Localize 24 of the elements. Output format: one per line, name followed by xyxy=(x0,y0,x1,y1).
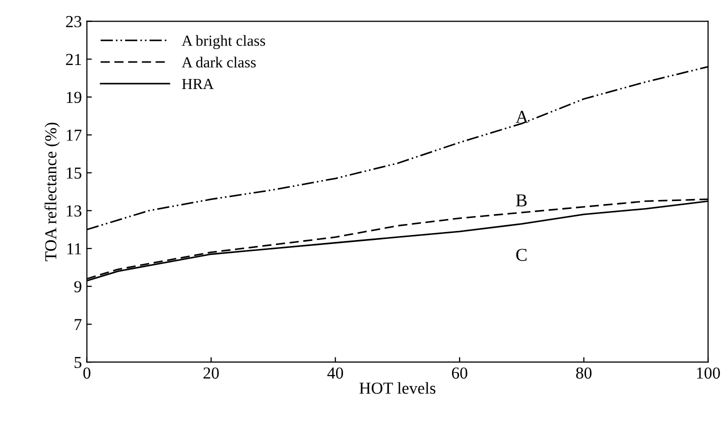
annotation: C xyxy=(516,248,527,261)
y-axis-title: TOA reflectance (%) xyxy=(44,122,60,262)
annotation: B xyxy=(516,194,527,206)
x-tick-label: 20 xyxy=(204,367,219,379)
x-tick-label: 0 xyxy=(83,367,90,379)
y-tick-label: 23 xyxy=(66,16,82,28)
x-tick-label: 80 xyxy=(576,367,592,379)
x-axis-title: HOT levels xyxy=(359,382,436,394)
y-tick-label: 13 xyxy=(66,205,82,217)
y-tick-label: 17 xyxy=(66,130,82,141)
y-tick-label: 5 xyxy=(74,356,82,368)
y-tick-label: 15 xyxy=(66,168,82,179)
y-tick-label: 19 xyxy=(66,92,82,103)
x-tick-label: 100 xyxy=(697,367,720,379)
x-tick-label: 60 xyxy=(452,367,468,379)
legend-label: A dark class xyxy=(182,56,256,68)
x-tick-label: 40 xyxy=(327,367,344,379)
y-tick-label: 21 xyxy=(66,54,82,65)
y-tick-label: 7 xyxy=(74,319,82,330)
annotation: A xyxy=(516,110,528,123)
legend-label: HRA xyxy=(182,78,214,89)
legend-label: A bright class xyxy=(182,35,266,50)
y-tick-label: 9 xyxy=(74,281,82,292)
y-tick-label: 11 xyxy=(67,243,82,254)
